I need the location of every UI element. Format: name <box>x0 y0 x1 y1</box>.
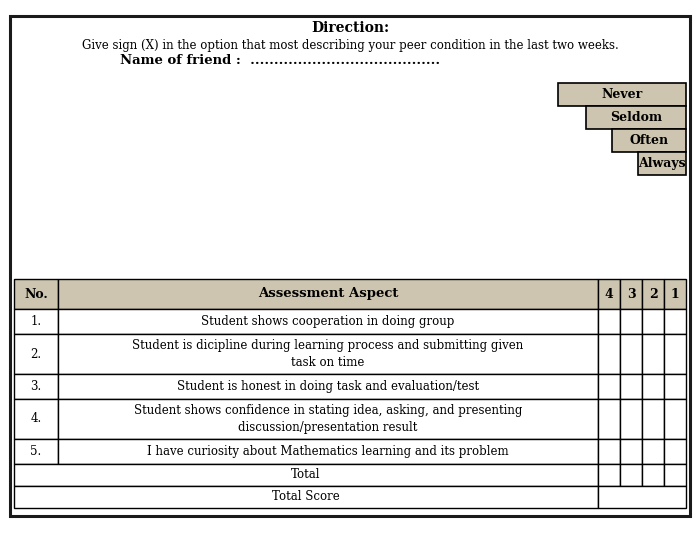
Text: Assessment Aspect: Assessment Aspect <box>258 287 398 300</box>
Bar <box>58 399 598 439</box>
Bar <box>598 374 620 399</box>
Bar <box>558 83 686 106</box>
Text: 5.: 5. <box>30 445 41 458</box>
Text: Student shows cooperation in doing group: Student shows cooperation in doing group <box>202 315 455 328</box>
Text: 1.: 1. <box>30 315 41 328</box>
Bar <box>14 399 58 439</box>
Text: Student is dicipline during learning process and submitting given
task on time: Student is dicipline during learning pro… <box>132 339 524 369</box>
Text: Never: Never <box>601 88 643 101</box>
Bar <box>620 279 642 309</box>
Text: 4.: 4. <box>30 413 41 425</box>
Text: Student shows confidence in stating idea, asking, and presenting
discussion/pres: Student shows confidence in stating idea… <box>134 404 522 434</box>
Bar <box>14 334 58 374</box>
Text: Often: Often <box>629 134 668 147</box>
Text: Total Score: Total Score <box>272 490 340 504</box>
Bar <box>664 399 686 439</box>
Bar <box>58 439 598 464</box>
Bar <box>642 309 664 334</box>
Bar <box>598 279 620 309</box>
Text: 3.: 3. <box>30 380 41 393</box>
Bar <box>642 374 664 399</box>
Text: 2: 2 <box>649 287 657 300</box>
Bar <box>58 309 598 334</box>
Bar <box>14 279 58 309</box>
Bar <box>14 486 598 508</box>
Text: Seldom: Seldom <box>610 111 662 124</box>
Bar <box>620 399 642 439</box>
Text: Total: Total <box>291 469 321 481</box>
Text: Give sign (X) in the option that most describing your peer condition in the last: Give sign (X) in the option that most de… <box>82 38 618 52</box>
Bar <box>10 16 690 516</box>
Bar <box>14 464 598 486</box>
Text: Student is honest in doing task and evaluation/test: Student is honest in doing task and eval… <box>177 380 479 393</box>
Bar <box>58 374 598 399</box>
Bar <box>58 279 598 309</box>
Bar <box>586 106 686 129</box>
Bar <box>664 464 686 486</box>
Bar <box>664 309 686 334</box>
Bar <box>642 464 664 486</box>
Bar <box>598 399 620 439</box>
Bar <box>664 374 686 399</box>
Bar <box>598 309 620 334</box>
Bar <box>664 334 686 374</box>
Text: Name of friend :  ........................................: Name of friend : .......................… <box>120 54 440 67</box>
Bar <box>620 309 642 334</box>
Text: 1: 1 <box>671 287 680 300</box>
Bar <box>58 334 598 374</box>
Text: Always: Always <box>638 157 686 170</box>
Bar <box>620 374 642 399</box>
Bar <box>14 309 58 334</box>
Bar <box>642 439 664 464</box>
Bar <box>620 439 642 464</box>
Text: Direction:: Direction: <box>311 21 389 35</box>
Bar <box>598 464 620 486</box>
Bar <box>14 374 58 399</box>
Text: 2.: 2. <box>30 348 41 360</box>
Bar <box>620 464 642 486</box>
Bar <box>642 334 664 374</box>
Text: 4: 4 <box>605 287 613 300</box>
Text: 3: 3 <box>626 287 636 300</box>
Bar <box>664 439 686 464</box>
Bar <box>598 439 620 464</box>
Text: No.: No. <box>24 287 48 300</box>
Bar <box>598 486 686 508</box>
Bar <box>638 152 686 175</box>
Text: I have curiosity about Mathematics learning and its problem: I have curiosity about Mathematics learn… <box>147 445 509 458</box>
Bar <box>642 279 664 309</box>
Bar <box>598 334 620 374</box>
Bar <box>14 439 58 464</box>
Bar <box>642 399 664 439</box>
Bar <box>620 334 642 374</box>
Bar <box>664 279 686 309</box>
Bar <box>612 129 686 152</box>
